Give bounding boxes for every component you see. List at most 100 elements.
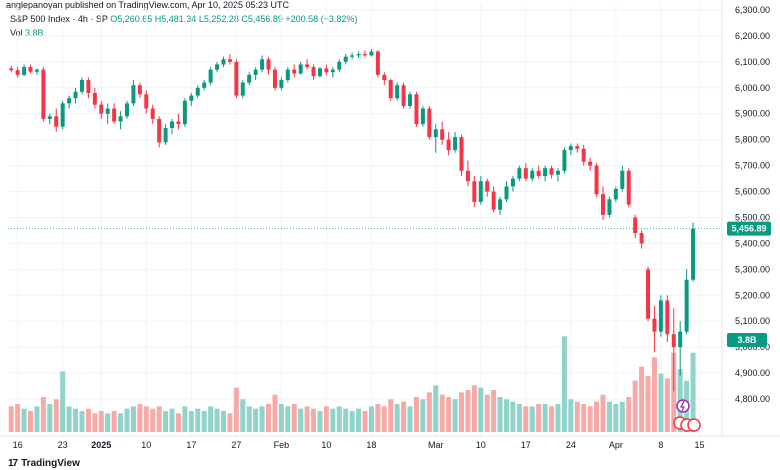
volume-bar: [510, 401, 516, 432]
y-tick-label: 5,800.00: [735, 135, 770, 145]
volume-bar: [619, 401, 625, 432]
candle-body: [543, 168, 548, 176]
volume-bar: [542, 404, 548, 432]
x-tick-label: 10: [476, 440, 486, 450]
candle-body: [195, 87, 200, 96]
candle-body: [652, 318, 657, 332]
economic-event-icon: [687, 418, 701, 432]
volume-bar: [452, 399, 458, 432]
volume-bar: [497, 397, 503, 432]
volume-bar: [420, 399, 426, 432]
candle-body: [279, 80, 284, 88]
y-tick-label: 5,400.00: [735, 238, 770, 248]
x-tick-label: 2025: [91, 440, 111, 450]
volume-bar: [356, 408, 362, 432]
volume-bar: [233, 387, 239, 432]
volume-bar: [394, 404, 400, 432]
volume-bar: [227, 413, 233, 432]
x-tick-label: Mar: [428, 440, 444, 450]
volume-bar: [471, 385, 477, 432]
x-tick-label: 10: [321, 440, 331, 450]
x-tick-label: 16: [13, 440, 23, 450]
candle-body: [330, 69, 335, 73]
volume-bar: [587, 406, 593, 432]
candle-body: [363, 54, 367, 56]
volume-bar: [484, 394, 490, 432]
volume-bar: [639, 366, 645, 432]
symbol-name[interactable]: S&P 500 Index · 4h · SP: [10, 14, 108, 24]
volume-bar: [208, 406, 214, 432]
volume-bar: [298, 408, 304, 432]
candle-body: [369, 51, 374, 56]
candle-body: [350, 55, 355, 57]
volume-bar: [201, 411, 207, 432]
candle-body: [285, 69, 290, 81]
candle-body: [517, 168, 522, 179]
volume-bar: [137, 404, 143, 432]
volume-bar: [664, 378, 670, 432]
volume-bar: [85, 408, 91, 432]
candle-body: [227, 59, 232, 62]
volume-bar: [169, 408, 175, 432]
volume-bar: [516, 404, 522, 432]
volume-label[interactable]: Vol: [10, 28, 23, 38]
volume-bar: [600, 394, 606, 432]
candle-body: [112, 108, 117, 122]
candle-body: [125, 103, 129, 117]
x-tick-label: 15: [694, 440, 704, 450]
candle-body: [260, 59, 265, 70]
volume-bar: [561, 336, 567, 432]
y-tick-label: 6,100.00: [735, 57, 770, 67]
candle-body: [420, 108, 425, 125]
y-tick-label: 4,900.00: [735, 368, 770, 378]
volume-bar: [40, 397, 46, 432]
candle-body: [568, 146, 573, 151]
candle-body: [408, 94, 413, 106]
volume-bar: [606, 401, 612, 432]
x-tick-label: 10: [141, 440, 151, 450]
candle-body: [465, 170, 470, 182]
volume-bar: [28, 411, 34, 432]
x-tick-label: 27: [231, 440, 241, 450]
tradingview-logo-icon: 17: [8, 458, 18, 469]
candle-body: [137, 85, 142, 95]
candle-body: [54, 116, 59, 127]
volume-bar: [66, 406, 72, 432]
volume-bar: [555, 404, 561, 432]
volume-bar: [156, 406, 162, 432]
candle-body: [414, 94, 419, 125]
volume-bar: [651, 357, 657, 432]
x-tick-label: 17: [186, 440, 196, 450]
x-tick-label: 23: [58, 440, 68, 450]
volume-bar: [413, 397, 419, 432]
volume-bar: [388, 399, 394, 432]
candle-body: [691, 228, 696, 280]
volume-bar: [504, 399, 510, 432]
candle-body: [562, 150, 567, 171]
ohlc-values: O5,260.65 H5,481.34 L5,252.28 C5,456.89 …: [110, 14, 358, 24]
candle-body: [356, 54, 361, 56]
volume-bar: [266, 404, 272, 432]
candle-body: [92, 92, 97, 105]
volume-bar: [368, 406, 374, 432]
candle-body: [594, 165, 599, 195]
volume-bar: [47, 404, 53, 432]
candle-body: [189, 95, 194, 101]
brand-name: TradingView: [21, 458, 80, 469]
candle-body: [118, 116, 123, 122]
y-tick-label: 6,000.00: [735, 83, 770, 93]
volume-bar: [549, 406, 555, 432]
volume-bar: [246, 406, 252, 432]
candle-body: [588, 161, 593, 166]
volume-bar: [336, 406, 342, 432]
candle-body: [498, 199, 503, 210]
volume-bar: [632, 380, 638, 432]
candle-body: [337, 61, 342, 70]
candle-body: [613, 188, 618, 200]
candle-body: [646, 269, 651, 319]
volume-bar: [259, 406, 265, 432]
candle-body: [15, 70, 20, 75]
volume-bar: [285, 406, 291, 432]
volume-bar: [304, 406, 310, 432]
